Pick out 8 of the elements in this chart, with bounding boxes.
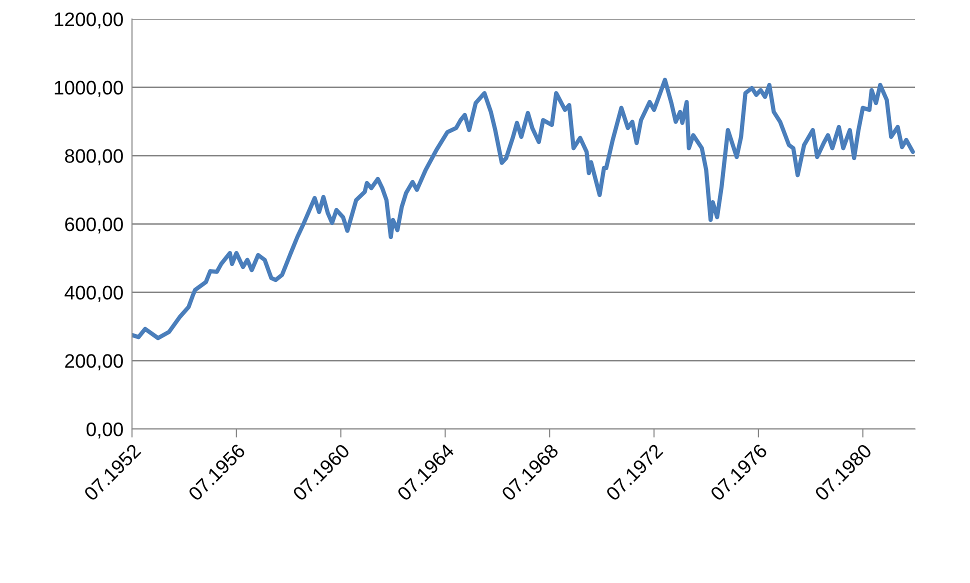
y-tick-label: 1000,00	[54, 80, 123, 97]
line-series	[132, 78, 915, 340]
y-tick-label: 200,00	[65, 354, 123, 370]
y-tick-label: 600,00	[65, 217, 123, 234]
y-tick-label: 1200,00	[54, 12, 123, 29]
y-tick-label: 0,00	[86, 422, 123, 439]
y-tick-label: 800,00	[65, 149, 123, 166]
y-tick-label: 400,00	[64, 286, 123, 302]
